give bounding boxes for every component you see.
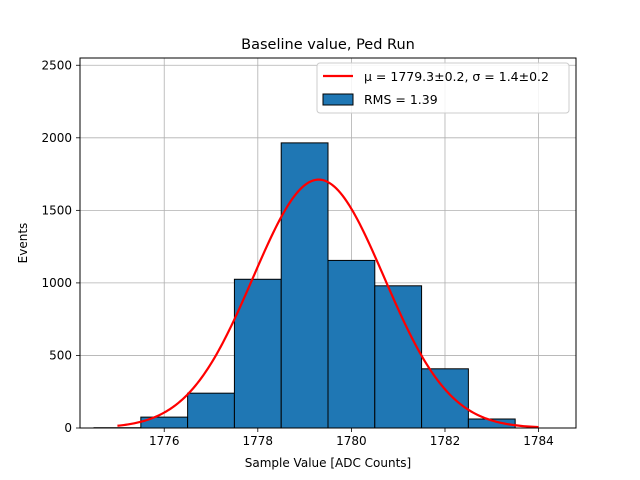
legend: μ = 1779.3±0.2, σ = 1.4±0.2 RMS = 1.39 [316,62,570,114]
y-axis-ticks: 0 500 1000 1500 2000 2500 [41,58,80,435]
y-tick-label: 2000 [41,131,72,145]
x-tick-label: 1782 [430,434,461,448]
x-tick-label: 1778 [243,434,274,448]
legend-hist-label: RMS = 1.39 [364,92,438,107]
histogram-bar [327,259,376,429]
x-axis-ticks: 1776 1778 1780 1782 1784 [149,428,554,448]
y-tick-label: 1500 [41,203,72,217]
legend-box [316,62,570,114]
legend-fit-label: μ = 1779.3±0.2, σ = 1.4±0.2 [364,69,549,84]
histogram-bar [187,392,235,429]
x-tick-label: 1780 [336,434,367,448]
y-tick-label: 0 [64,421,72,435]
x-axis-label: Sample Value [ADC Counts] [245,456,411,470]
chart-title: Baseline value, Ped Run [241,37,415,53]
plot-frame [79,57,577,429]
y-tick-label: 1000 [41,276,72,290]
x-tick-label: 1784 [523,434,554,448]
y-tick-label: 2500 [41,58,72,72]
y-axis-label: Events [16,223,30,264]
y-tick-label: 500 [49,348,72,362]
fit-curve [117,178,539,429]
gaussian-fit [117,178,539,429]
histogram-bar [421,368,469,429]
x-tick-label: 1776 [149,434,180,448]
legend-hist-swatch [322,93,354,106]
